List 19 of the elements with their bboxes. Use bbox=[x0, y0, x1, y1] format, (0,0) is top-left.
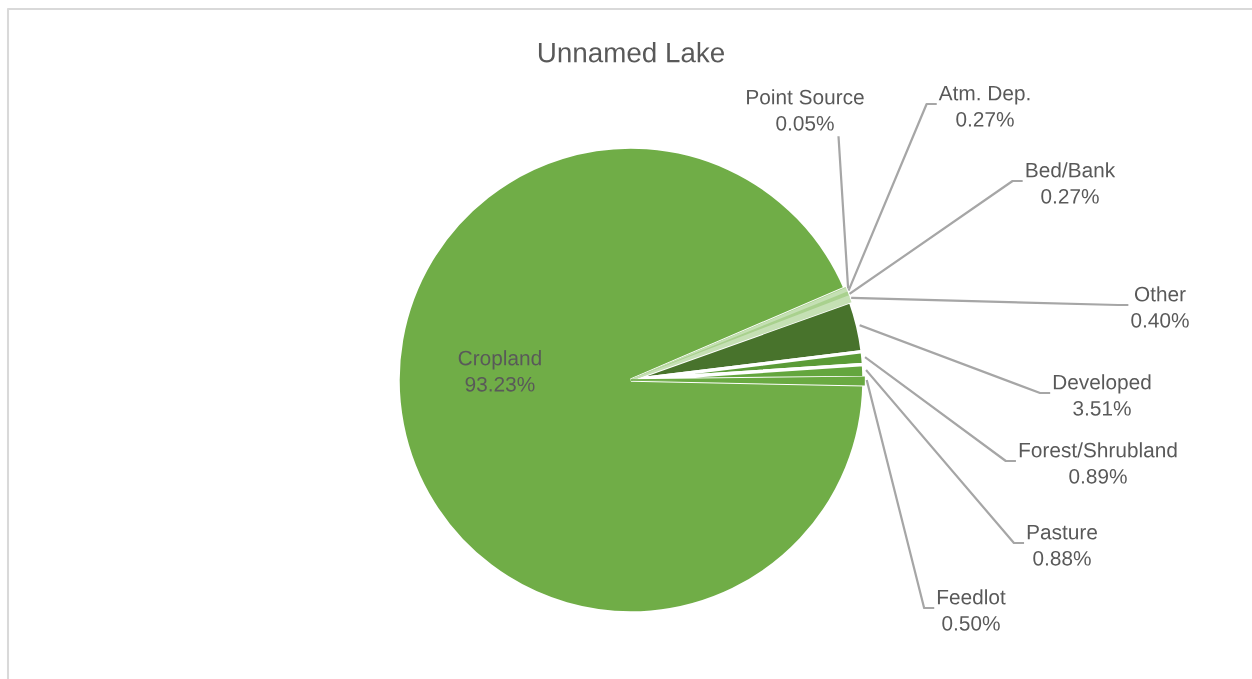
data-label: 0.50% bbox=[942, 615, 1000, 631]
slice-label: Atm. Dep. bbox=[938, 85, 1030, 105]
chart-title: Unnamed Lake bbox=[538, 42, 724, 63]
data-label: 0.27% bbox=[1041, 188, 1099, 204]
slice-label: Point Source bbox=[747, 89, 864, 105]
slice-label: Feedlot bbox=[937, 589, 1006, 605]
slice-label: Cropland bbox=[458, 350, 541, 370]
data-label: 0.05% bbox=[776, 115, 834, 131]
slice-label: Pasture bbox=[1027, 524, 1097, 540]
data-label: 0.88% bbox=[1033, 550, 1091, 566]
data-label: 3.51% bbox=[1073, 400, 1131, 416]
data-label: 0.27% bbox=[956, 111, 1014, 127]
slice-label: Forest/Shrubland bbox=[1019, 442, 1177, 458]
data-label: 93.23% bbox=[465, 376, 535, 392]
slice-label: Developed bbox=[1053, 374, 1151, 394]
data-label: 0.89% bbox=[1069, 468, 1127, 484]
slice-label: Bed/Bank bbox=[1026, 162, 1116, 178]
slice-label: Other bbox=[1134, 286, 1186, 302]
data-label: 0.40% bbox=[1131, 312, 1189, 328]
